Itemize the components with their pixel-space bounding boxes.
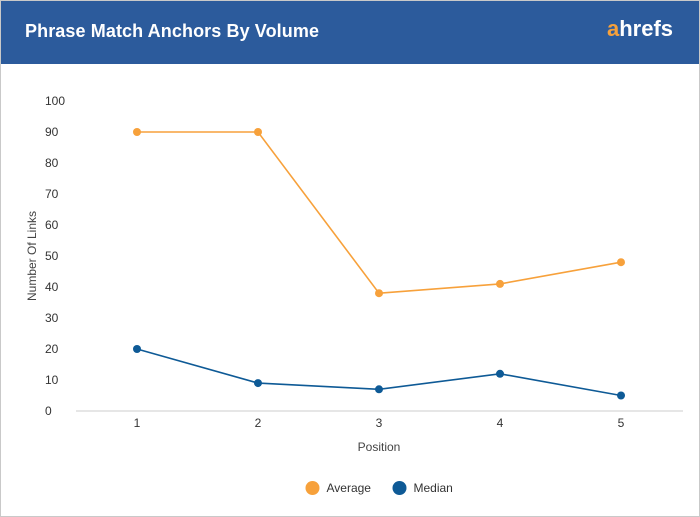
y-tick-label: 10 [45, 373, 59, 387]
average-point [375, 289, 383, 298]
median-point [617, 391, 625, 400]
series-group [133, 128, 625, 400]
x-axis-label: Position [358, 440, 401, 454]
legend: Average Median [305, 481, 453, 495]
legend-median-swatch [392, 481, 407, 495]
y-tick-label: 60 [45, 218, 59, 232]
legend-average-swatch [305, 481, 320, 495]
legend-median-label: Median [414, 481, 453, 495]
y-tick-label: 40 [45, 280, 59, 294]
median-point [254, 379, 262, 388]
header-bar: Phrase Match Anchors By Volume ahrefs [1, 1, 699, 64]
x-axis-ticks: 1 2 3 4 5 [134, 416, 625, 430]
y-tick-label: 100 [45, 94, 65, 108]
ahrefs-logo: ahrefs [607, 16, 673, 42]
y-tick-label: 50 [45, 249, 59, 263]
logo-accent: a [606, 16, 620, 41]
average-series-line [137, 131, 622, 295]
average-point [496, 279, 504, 288]
y-tick-label: 30 [45, 311, 59, 325]
y-axis-label: Number Of Links [25, 211, 39, 301]
logo-text: hrefs [619, 16, 673, 41]
line-chart: 0 10 20 30 40 50 60 70 80 90 100 1 2 3 4 5 Number Of L… [25, 94, 683, 495]
legend-average-label: Average [327, 481, 372, 495]
y-tick-label: 80 [45, 156, 59, 170]
x-tick-label: 2 [255, 416, 262, 430]
median-point [375, 385, 383, 394]
average-point [254, 128, 262, 136]
x-tick-label: 4 [497, 416, 504, 430]
x-tick-label: 1 [134, 416, 141, 430]
x-tick-label: 3 [376, 416, 383, 430]
average-point [617, 258, 625, 267]
median-point [133, 345, 141, 353]
average-point [133, 128, 141, 136]
y-tick-label: 70 [45, 187, 59, 201]
median-point [496, 369, 504, 378]
chart-title: Phrase Match Anchors By Volume [25, 21, 320, 41]
y-tick-label: 20 [45, 342, 59, 356]
x-tick-label: 5 [618, 416, 625, 430]
y-axis-ticks: 0 10 20 30 40 50 60 70 80 90 100 [45, 94, 65, 418]
y-tick-label: 90 [45, 125, 59, 139]
y-tick-label: 0 [45, 404, 52, 418]
